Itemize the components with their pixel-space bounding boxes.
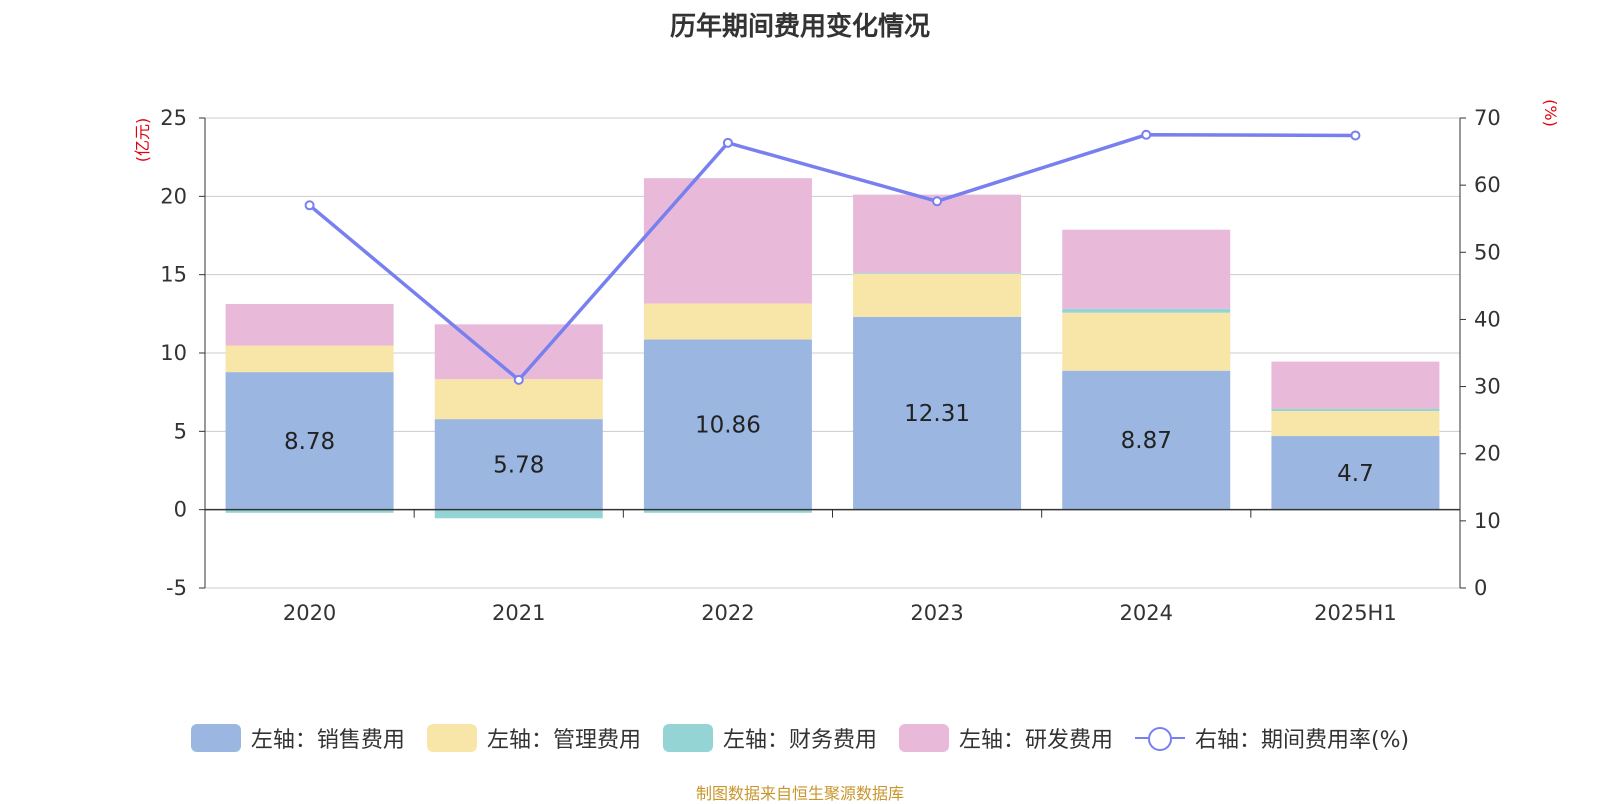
bar-segment (1271, 436, 1440, 510)
rate-point (932, 196, 943, 207)
bar-segment (225, 303, 394, 346)
x-axis-tick-label: 2022 (701, 601, 754, 625)
left-axis-tick-label: 0 (174, 498, 187, 522)
legend-item[interactable]: 左轴：管理费用 (426, 722, 641, 754)
data-source-footer: 制图数据来自恒生聚源数据库 (695, 784, 904, 803)
rate-point (722, 137, 733, 148)
bar-segment (434, 379, 603, 420)
left-axis-tick-label: 25 (160, 106, 187, 130)
legend-item[interactable]: 右轴：期间费用率(%) (1134, 722, 1410, 754)
bar-segment (853, 194, 1022, 273)
bar-segment (853, 273, 1022, 317)
bar-segment (643, 178, 812, 304)
legend-swatch (662, 724, 713, 752)
legend-swatch (426, 724, 477, 752)
bar-segment (434, 509, 603, 519)
legend-label: 左轴：研发费用 (958, 728, 1113, 753)
bar-data-label: 8.87 (1121, 428, 1172, 454)
legend-swatch (190, 724, 241, 752)
legend-swatch (898, 724, 949, 752)
left-axis-tick-label: 20 (160, 184, 187, 208)
left-axis-tick-label: -5 (166, 576, 187, 600)
bar-segment (853, 316, 1022, 510)
bar-segment (1062, 312, 1231, 371)
right-axis-tick-label: 0 (1474, 576, 1487, 600)
x-axis-tick-label: 2020 (283, 601, 336, 625)
legend: 左轴：销售费用 左轴：管理费用 左轴：财务费用 左轴：研发费用 右轴：期间费用率(%) (0, 722, 1600, 754)
right-axis-tick-label: 20 (1474, 442, 1501, 466)
bar-data-label: 10.86 (695, 413, 761, 439)
legend-label: 左轴：管理费用 (486, 728, 641, 753)
left-axis-tick-label: 5 (174, 419, 187, 443)
right-axis-unit-label: (%) (1541, 99, 1560, 127)
bar-segment (225, 509, 394, 513)
bar-data-label: 8.78 (284, 429, 335, 455)
bar-segment (1062, 370, 1231, 510)
bar-segment (1271, 408, 1440, 411)
bar-data-label: 12.31 (904, 401, 970, 427)
bar-segment (853, 272, 1022, 274)
legend-label: 左轴：销售费用 (250, 728, 405, 753)
right-axis-tick-label: 10 (1474, 509, 1501, 533)
legend-line-marker (1134, 724, 1185, 752)
bar-segment (225, 372, 394, 510)
bar-segment (643, 303, 812, 340)
rate-point (1350, 130, 1361, 141)
right-axis-tick-label: 30 (1474, 375, 1501, 399)
bar-segment (225, 345, 394, 373)
legend-label: 左轴：财务费用 (722, 728, 877, 753)
rate-point (513, 374, 524, 385)
x-axis-tick-label: 2024 (1120, 601, 1173, 625)
right-axis-tick-label: 60 (1474, 173, 1501, 197)
left-axis-unit-label: (亿元) (133, 118, 152, 163)
x-axis-tick-label: 2025H1 (1314, 601, 1397, 625)
bar-segment (434, 419, 603, 510)
bar-segment (1271, 410, 1440, 437)
bar-data-label: 4.7 (1337, 461, 1374, 487)
bar-data-label: 5.78 (493, 452, 544, 478)
legend-item[interactable]: 左轴：研发费用 (898, 722, 1113, 754)
legend-item[interactable]: 左轴：销售费用 (190, 722, 405, 754)
bar-segment (1062, 308, 1231, 313)
rate-point (1141, 129, 1152, 140)
bar-segment (1271, 361, 1440, 409)
x-axis-tick-label: 2023 (910, 601, 963, 625)
right-axis-tick-label: 70 (1474, 106, 1501, 130)
bar-segment (643, 339, 812, 510)
rate-point (304, 200, 315, 211)
bar-segment (643, 509, 812, 513)
right-axis-tick-label: 40 (1474, 307, 1501, 331)
left-axis-tick-label: 10 (160, 341, 187, 365)
chart-title: 历年期间费用变化情况 (669, 12, 930, 42)
right-axis-tick-label: 50 (1474, 240, 1501, 264)
rate-line (308, 133, 1356, 383)
legend-item[interactable]: 左轴：财务费用 (662, 722, 877, 754)
bar-segment (1062, 229, 1231, 309)
legend-label: 右轴：期间费用率(%) (1194, 728, 1410, 753)
x-axis-tick-label: 2021 (492, 601, 545, 625)
left-axis-tick-label: 15 (160, 263, 187, 287)
